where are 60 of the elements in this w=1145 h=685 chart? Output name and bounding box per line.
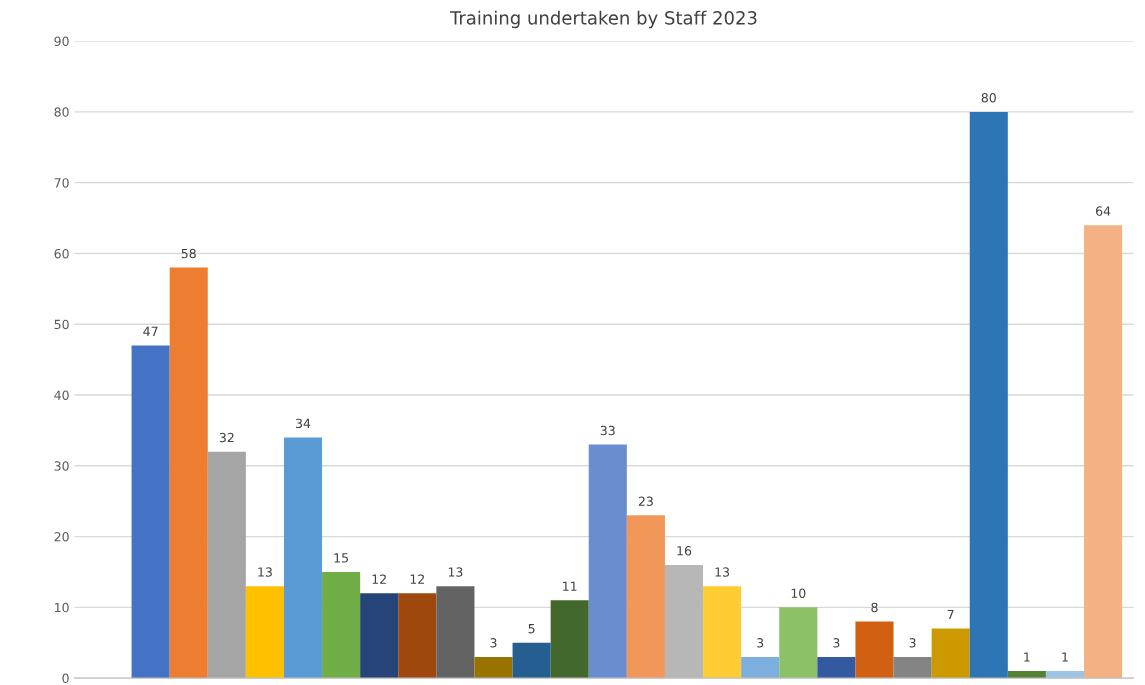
y-tick-label: 0 — [62, 673, 69, 684]
data-label: 32 — [219, 432, 234, 443]
y-tick-label: 90 — [54, 36, 69, 47]
data-label: 47 — [143, 326, 158, 336]
data-label: 11 — [563, 581, 577, 591]
data-label: 13 — [715, 567, 730, 577]
bar — [512, 642, 551, 679]
bar — [741, 656, 780, 679]
bar — [855, 621, 894, 679]
bar — [588, 444, 627, 679]
bar — [436, 586, 475, 679]
bar — [703, 586, 742, 679]
bar — [131, 345, 170, 679]
data-label: 3 — [757, 638, 764, 648]
data-label: 3 — [490, 638, 497, 648]
y-tick-label: 70 — [54, 178, 69, 188]
data-label: 12 — [372, 574, 386, 584]
data-label: 13 — [258, 567, 272, 577]
data-label: 10 — [791, 588, 806, 598]
bar — [969, 111, 1008, 679]
y-tick-label: 50 — [54, 319, 69, 330]
data-label: 33 — [600, 425, 615, 436]
data-label: 1 — [1062, 652, 1068, 662]
bar — [817, 656, 856, 679]
data-label: 15 — [334, 553, 348, 563]
bar — [1084, 225, 1123, 679]
bar — [474, 656, 513, 679]
bar — [931, 628, 970, 679]
data-label: 12 — [410, 574, 425, 584]
y-tick-label: 10 — [55, 602, 69, 613]
y-tick-label: 80 — [54, 107, 69, 117]
data-label: 1 — [1024, 652, 1030, 662]
y-tick-label: 60 — [54, 248, 69, 259]
data-label: 34 — [296, 418, 311, 429]
data-label: 3 — [909, 638, 916, 648]
data-label: 5 — [528, 624, 535, 634]
bar — [169, 267, 208, 679]
bar — [893, 656, 932, 679]
bar — [322, 571, 361, 679]
bar — [245, 586, 284, 679]
data-label: 13 — [448, 567, 463, 577]
bar — [283, 437, 323, 679]
data-label: 8 — [871, 602, 878, 613]
data-label: 3 — [833, 638, 840, 648]
data-label: 23 — [638, 496, 653, 506]
data-label: 7 — [947, 609, 954, 620]
bar — [779, 607, 818, 679]
y-tick-label: 20 — [54, 532, 69, 542]
bar — [360, 593, 399, 679]
data-label: 16 — [677, 546, 692, 556]
bar — [207, 451, 246, 679]
data-label: 64 — [1095, 206, 1111, 216]
y-tick-label: 30 — [54, 461, 69, 471]
bar — [398, 593, 437, 679]
bar — [626, 515, 665, 679]
data-label: 80 — [981, 93, 996, 103]
chart-title: Training undertaken by Staff 2023 — [449, 10, 757, 29]
bar — [550, 600, 589, 679]
data-label: 58 — [181, 248, 196, 259]
y-tick-label: 40 — [54, 390, 69, 400]
